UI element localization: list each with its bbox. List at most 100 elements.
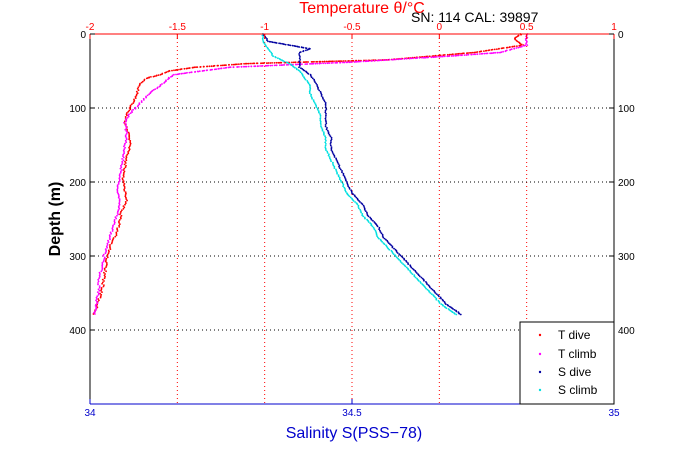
- data-point: [493, 48, 496, 51]
- data-point: [417, 274, 420, 277]
- data-point: [123, 145, 125, 148]
- data-point: [161, 83, 163, 85]
- data-point: [520, 45, 523, 48]
- data-point: [121, 158, 123, 160]
- data-point: [195, 66, 197, 69]
- data-point: [123, 188, 125, 191]
- legend-label-t-climb: T climb: [558, 347, 597, 361]
- data-point: [140, 81, 143, 84]
- data-point: [198, 70, 201, 73]
- data-point: [287, 63, 289, 66]
- data-point: [124, 135, 127, 138]
- data-point: [341, 170, 343, 172]
- data-point: [326, 129, 329, 132]
- data-point: [363, 206, 366, 208]
- data-point: [320, 92, 322, 95]
- data-point: [135, 94, 138, 97]
- data-point: [129, 139, 132, 142]
- data-point: [106, 253, 109, 256]
- data-point: [113, 219, 116, 221]
- data-point: [413, 275, 416, 278]
- data-point: [398, 253, 401, 256]
- data-point: [523, 45, 525, 47]
- data-point: [123, 185, 126, 188]
- data-point: [247, 62, 250, 65]
- data-point: [121, 162, 124, 164]
- data-point: [459, 52, 461, 55]
- data-point: [304, 63, 307, 65]
- data-point: [418, 57, 421, 59]
- data-point: [298, 46, 301, 48]
- data-point: [333, 165, 336, 168]
- data-point: [463, 54, 466, 56]
- data-point: [131, 111, 134, 113]
- data-point: [376, 59, 379, 62]
- data-point: [355, 60, 358, 63]
- data-point: [334, 62, 337, 64]
- data-point: [272, 55, 274, 58]
- data-point: [129, 108, 132, 111]
- data-point: [97, 298, 100, 300]
- data-point: [346, 181, 348, 183]
- data-point: [460, 54, 462, 57]
- data-point: [323, 100, 326, 103]
- data-point: [296, 63, 299, 66]
- data-point: [201, 70, 204, 72]
- data-point: [244, 65, 247, 68]
- data-point: [324, 111, 327, 114]
- data-point: [261, 62, 264, 65]
- data-point: [106, 246, 108, 249]
- data-point: [122, 205, 125, 208]
- data-point: [94, 309, 97, 311]
- data-point: [111, 239, 114, 242]
- data-point: [335, 60, 337, 63]
- data-point: [190, 71, 192, 74]
- data-point: [294, 66, 296, 69]
- data-point: [324, 62, 327, 65]
- data-point: [327, 154, 330, 157]
- data-point: [442, 299, 445, 302]
- data-point: [123, 151, 125, 153]
- data-point: [94, 305, 97, 307]
- data-point: [100, 288, 103, 291]
- data-point: [479, 53, 481, 55]
- data-point: [314, 103, 317, 106]
- data-point: [117, 196, 120, 199]
- data-point: [118, 220, 120, 223]
- data-point: [332, 161, 334, 164]
- data-point: [122, 174, 125, 177]
- data-point: [411, 273, 414, 275]
- data-point: [298, 63, 301, 66]
- data-point: [340, 181, 343, 183]
- data-point: [362, 60, 365, 63]
- data-point: [95, 307, 97, 310]
- data-point: [513, 45, 516, 48]
- data-point: [511, 45, 514, 48]
- data-point: [118, 221, 120, 224]
- data-point: [122, 207, 125, 210]
- data-point: [216, 64, 219, 67]
- depth-tick-label-right: 100: [618, 104, 635, 115]
- data-point: [374, 229, 377, 232]
- data-point: [401, 256, 404, 259]
- data-point: [125, 130, 128, 133]
- data-point: [351, 192, 353, 195]
- data-point: [223, 64, 225, 67]
- data-point: [307, 61, 309, 63]
- data-point: [262, 36, 265, 38]
- data-point: [447, 304, 450, 307]
- data-point: [357, 198, 359, 201]
- data-point: [500, 47, 503, 50]
- data-point: [388, 58, 391, 61]
- data-point: [125, 159, 128, 162]
- data-point: [103, 256, 106, 259]
- data-point: [95, 306, 98, 309]
- data-point: [396, 252, 399, 254]
- data-point: [382, 236, 385, 239]
- data-point: [305, 47, 308, 50]
- data-point: [191, 66, 194, 69]
- data-point: [405, 57, 408, 60]
- data-point: [323, 133, 325, 136]
- data-point: [318, 111, 320, 114]
- data-point: [125, 141, 128, 144]
